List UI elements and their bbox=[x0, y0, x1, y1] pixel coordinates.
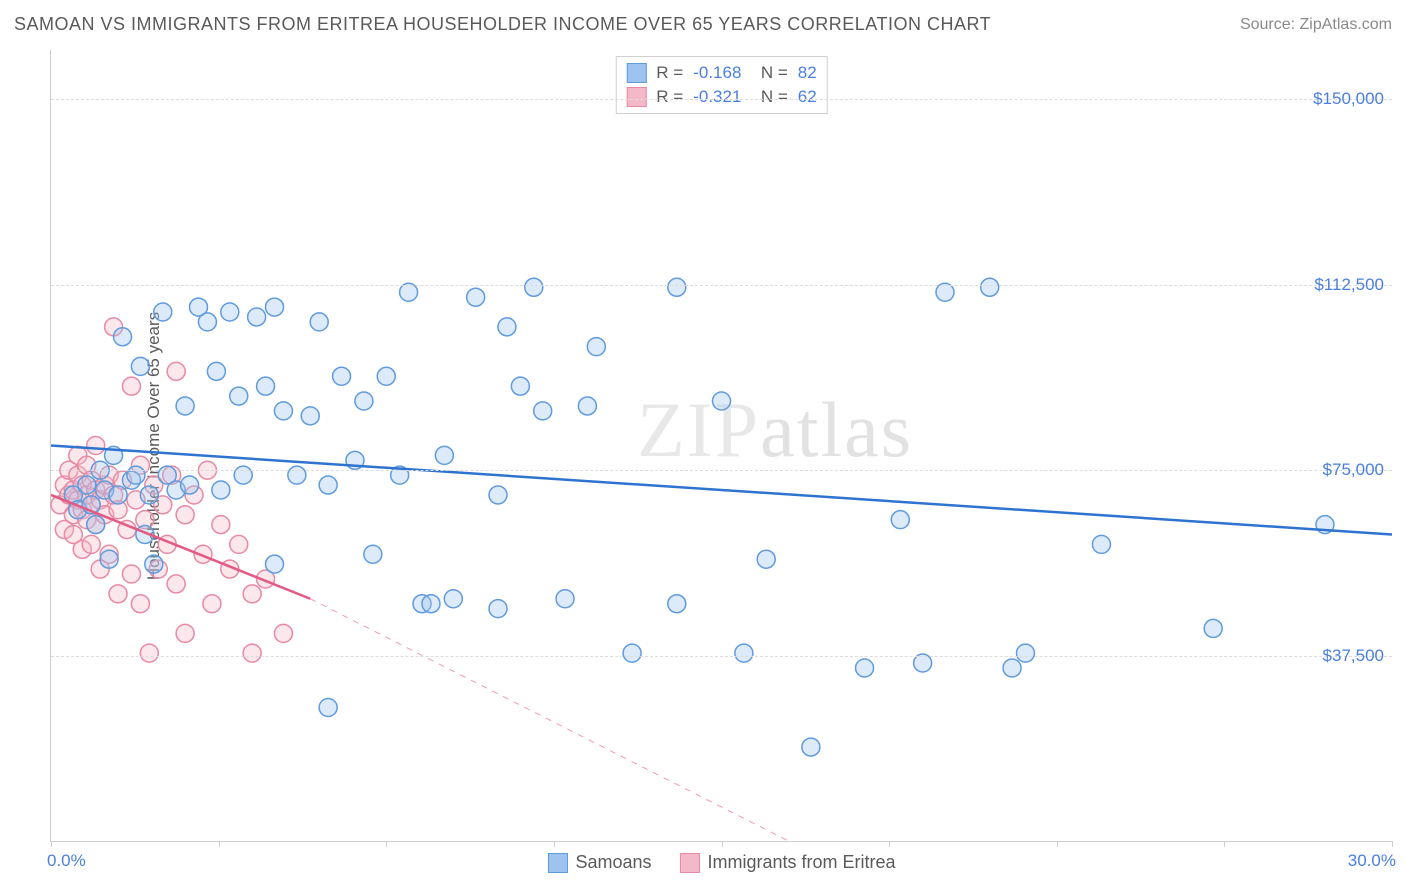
plot-region: ZIPatlas R = -0.168 N = 82 R = -0.321 N … bbox=[50, 50, 1392, 842]
scatter-svg bbox=[51, 50, 1392, 841]
gridline-h bbox=[51, 656, 1392, 657]
swatch-eritrea bbox=[680, 853, 700, 873]
legend-label-eritrea: Immigrants from Eritrea bbox=[708, 852, 896, 873]
legend-label-samoans: Samoans bbox=[575, 852, 651, 873]
bottom-legend: Samoans Immigrants from Eritrea bbox=[547, 852, 895, 873]
n-value-samoans: 82 bbox=[798, 63, 817, 83]
swatch-samoans bbox=[626, 63, 646, 83]
x-axis-end: 30.0% bbox=[1348, 851, 1396, 871]
x-axis-start: 0.0% bbox=[47, 851, 86, 871]
gridline-h bbox=[51, 285, 1392, 286]
n-label: N = bbox=[751, 87, 787, 107]
x-tick bbox=[51, 841, 52, 847]
source-attribution: Source: ZipAtlas.com bbox=[1240, 16, 1392, 34]
x-tick bbox=[554, 841, 555, 847]
x-tick bbox=[386, 841, 387, 847]
y-tick-label: $75,000 bbox=[1323, 460, 1384, 480]
legend-item-samoans: Samoans bbox=[547, 852, 651, 873]
legend-item-eritrea: Immigrants from Eritrea bbox=[680, 852, 896, 873]
stats-row-eritrea: R = -0.321 N = 62 bbox=[626, 85, 816, 109]
r-label: R = bbox=[656, 87, 683, 107]
x-tick bbox=[1224, 841, 1225, 847]
y-tick-label: $112,500 bbox=[1314, 275, 1384, 295]
gridline-h bbox=[51, 99, 1392, 100]
swatch-samoans bbox=[547, 853, 567, 873]
y-tick-label: $37,500 bbox=[1323, 646, 1384, 666]
x-tick bbox=[889, 841, 890, 847]
n-label: N = bbox=[751, 63, 787, 83]
r-value-eritrea: -0.321 bbox=[693, 87, 741, 107]
chart-title: SAMOAN VS IMMIGRANTS FROM ERITREA HOUSEH… bbox=[14, 14, 991, 35]
x-tick bbox=[1057, 841, 1058, 847]
swatch-eritrea bbox=[626, 87, 646, 107]
x-tick bbox=[1392, 841, 1393, 847]
gridline-h bbox=[51, 470, 1392, 471]
y-tick-label: $150,000 bbox=[1313, 89, 1384, 109]
stats-row-samoans: R = -0.168 N = 82 bbox=[626, 61, 816, 85]
r-label: R = bbox=[656, 63, 683, 83]
n-value-eritrea: 62 bbox=[798, 87, 817, 107]
r-value-samoans: -0.168 bbox=[693, 63, 741, 83]
x-tick bbox=[219, 841, 220, 847]
stats-legend: R = -0.168 N = 82 R = -0.321 N = 62 bbox=[615, 56, 827, 114]
x-tick bbox=[722, 841, 723, 847]
title-bar: SAMOAN VS IMMIGRANTS FROM ERITREA HOUSEH… bbox=[14, 14, 1392, 35]
chart-area: Householder Income Over 65 years ZIPatla… bbox=[50, 50, 1392, 842]
